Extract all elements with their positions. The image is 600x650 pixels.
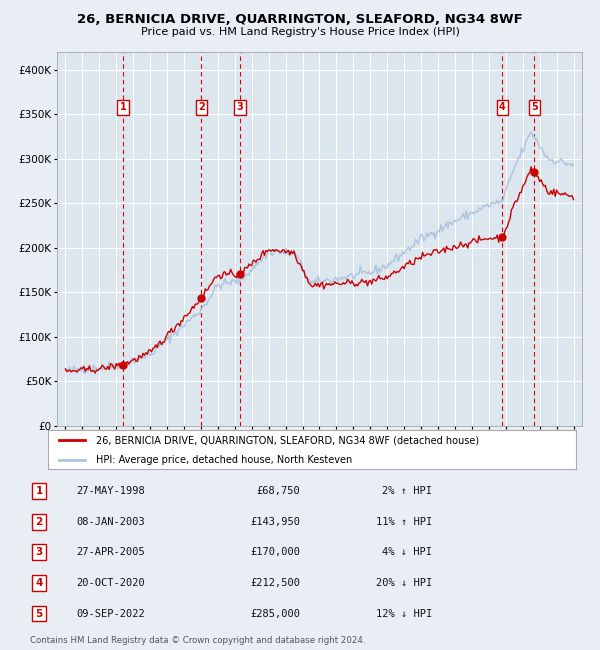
Text: 27-MAY-1998: 27-MAY-1998 [77,486,145,497]
Text: 5: 5 [531,102,538,112]
Text: 1: 1 [35,486,43,497]
Text: 11% ↑ HPI: 11% ↑ HPI [376,517,432,527]
Text: 26, BERNICIA DRIVE, QUARRINGTON, SLEAFORD, NG34 8WF: 26, BERNICIA DRIVE, QUARRINGTON, SLEAFOR… [77,13,523,26]
Text: 09-SEP-2022: 09-SEP-2022 [77,608,145,619]
Text: 3: 3 [35,547,43,558]
Text: £212,500: £212,500 [250,578,300,588]
Text: 1: 1 [119,102,127,112]
Text: 26, BERNICIA DRIVE, QUARRINGTON, SLEAFORD, NG34 8WF (detached house): 26, BERNICIA DRIVE, QUARRINGTON, SLEAFOR… [95,435,479,445]
Text: £285,000: £285,000 [250,608,300,619]
Text: 20-OCT-2020: 20-OCT-2020 [77,578,145,588]
Text: 2: 2 [198,102,205,112]
Text: £143,950: £143,950 [250,517,300,527]
Text: 08-JAN-2003: 08-JAN-2003 [77,517,145,527]
Text: 12% ↓ HPI: 12% ↓ HPI [376,608,432,619]
Text: HPI: Average price, detached house, North Kesteven: HPI: Average price, detached house, Nort… [95,454,352,465]
Text: 4: 4 [499,102,506,112]
Text: 20% ↓ HPI: 20% ↓ HPI [376,578,432,588]
Text: Contains HM Land Registry data © Crown copyright and database right 2024.: Contains HM Land Registry data © Crown c… [30,636,365,645]
Text: 4: 4 [35,578,43,588]
Text: 5: 5 [35,608,43,619]
Text: Price paid vs. HM Land Registry's House Price Index (HPI): Price paid vs. HM Land Registry's House … [140,27,460,37]
Point [235,269,245,280]
Point [197,292,206,303]
Point [530,167,539,177]
Point [118,359,128,370]
Text: £68,750: £68,750 [256,486,300,497]
Point [497,231,507,242]
Text: 2: 2 [35,517,43,527]
Text: 27-APR-2005: 27-APR-2005 [77,547,145,558]
Text: £170,000: £170,000 [250,547,300,558]
Text: 3: 3 [237,102,244,112]
Text: 2% ↑ HPI: 2% ↑ HPI [382,486,432,497]
Text: 4% ↓ HPI: 4% ↓ HPI [382,547,432,558]
